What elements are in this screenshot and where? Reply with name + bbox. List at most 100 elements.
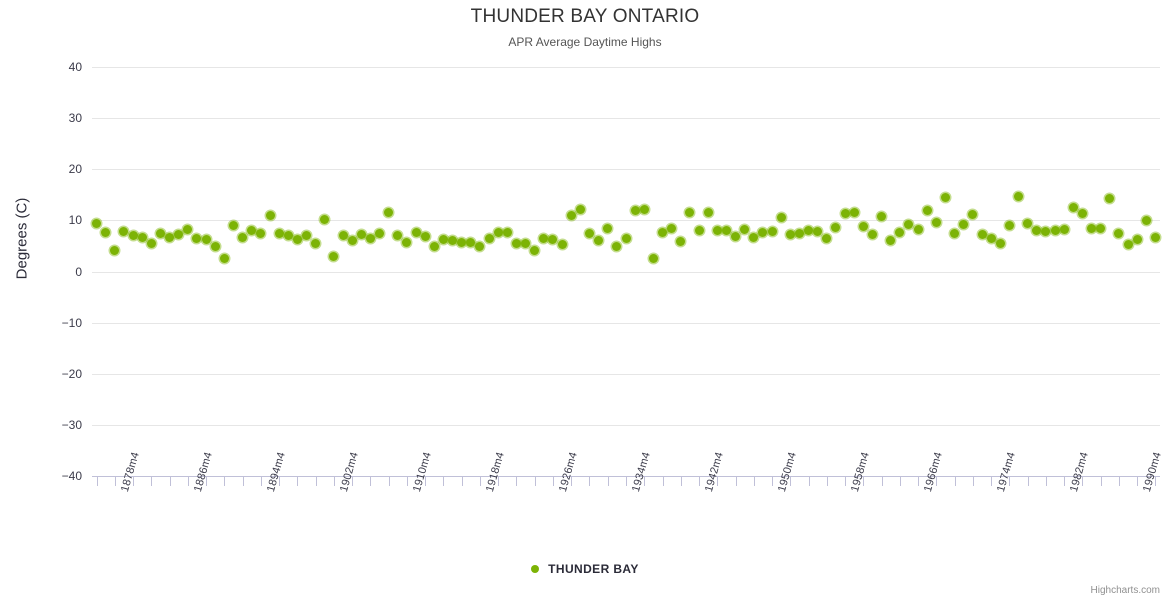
legend-item-thunder-bay[interactable]: THUNDER BAY [531,562,639,576]
data-point[interactable] [411,228,421,238]
data-point[interactable] [1150,233,1160,243]
data-point[interactable] [119,227,129,237]
data-point[interactable] [174,229,184,239]
data-point[interactable] [904,220,914,230]
data-point[interactable] [438,235,448,245]
data-point[interactable] [712,226,722,236]
data-point[interactable] [128,231,138,241]
data-point[interactable] [110,245,120,255]
data-point[interactable] [101,228,111,238]
data-point[interactable] [393,231,403,241]
data-point[interactable] [429,241,439,251]
data-point[interactable] [621,233,631,243]
data-point[interactable] [521,239,531,249]
data-point[interactable] [329,251,339,261]
data-point[interactable] [274,229,284,239]
data-point[interactable] [685,207,695,217]
data-point[interactable] [256,228,266,238]
data-point[interactable] [731,231,741,241]
data-point[interactable] [210,242,220,252]
data-point[interactable] [466,238,476,248]
data-point[interactable] [575,205,585,215]
data-point[interactable] [804,226,814,236]
data-point[interactable] [594,235,604,245]
data-point[interactable] [356,230,366,240]
data-point[interactable] [776,213,786,223]
data-point[interactable] [703,208,713,218]
data-point[interactable] [365,234,375,244]
data-point[interactable] [968,209,978,219]
data-point[interactable] [822,233,832,243]
data-point[interactable] [146,238,156,248]
data-point[interactable] [831,223,841,233]
data-point[interactable] [584,228,594,238]
data-point[interactable] [986,234,996,244]
data-point[interactable] [840,209,850,219]
data-point[interactable] [1114,228,1124,238]
data-point[interactable] [384,208,394,218]
data-point[interactable] [183,225,193,235]
data-point[interactable] [1077,208,1087,218]
data-point[interactable] [959,220,969,230]
data-point[interactable] [940,193,950,203]
data-point[interactable] [1014,192,1023,202]
credits-link[interactable]: Highcharts.com [1090,585,1160,596]
data-point[interactable] [238,233,248,243]
data-point[interactable] [813,226,823,236]
data-point[interactable] [247,226,257,236]
data-point[interactable] [648,253,658,263]
data-point[interactable] [165,233,175,243]
data-point[interactable] [1132,235,1142,245]
data-point[interactable] [502,228,512,238]
data-point[interactable] [950,228,960,238]
data-point[interactable] [603,224,613,234]
data-point[interactable] [311,238,321,248]
data-point[interactable] [1087,223,1097,233]
data-point[interactable] [1141,216,1151,226]
data-point[interactable] [658,228,667,238]
data-point[interactable] [219,254,229,264]
data-point[interactable] [767,226,777,236]
data-point[interactable] [867,230,877,240]
data-point[interactable] [785,230,795,240]
data-point[interactable] [1050,226,1060,236]
data-point[interactable] [283,231,293,241]
data-point[interactable] [667,224,677,234]
data-point[interactable] [794,228,804,238]
data-point[interactable] [448,236,458,246]
data-point[interactable] [347,236,357,246]
data-point[interactable] [1105,194,1115,204]
data-point[interactable] [1032,225,1042,235]
data-point[interactable] [1059,225,1069,235]
data-point[interactable] [292,235,302,245]
data-point[interactable] [493,227,503,237]
data-point[interactable] [740,225,750,235]
data-point[interactable] [977,229,987,239]
data-point[interactable] [858,222,868,231]
data-point[interactable] [694,225,704,235]
data-point[interactable] [721,226,731,236]
data-point[interactable] [457,238,467,248]
data-point[interactable] [749,233,759,243]
data-point[interactable] [639,205,649,215]
data-point[interactable] [92,218,102,228]
data-point[interactable] [612,241,622,251]
data-point[interactable] [548,235,558,245]
data-point[interactable] [530,246,540,256]
data-point[interactable] [265,211,275,221]
data-point[interactable] [995,238,1005,248]
data-point[interactable] [566,210,576,220]
data-point[interactable] [539,233,549,243]
data-point[interactable] [228,221,238,231]
data-point[interactable] [630,205,640,215]
data-point[interactable] [302,231,311,241]
data-point[interactable] [137,233,147,243]
data-point[interactable] [511,238,521,248]
data-point[interactable] [1041,226,1051,236]
data-point[interactable] [338,231,348,241]
data-point[interactable] [913,224,923,234]
data-point[interactable] [155,229,165,239]
data-point[interactable] [877,211,887,221]
data-point[interactable] [192,233,202,243]
data-point[interactable] [849,208,859,218]
